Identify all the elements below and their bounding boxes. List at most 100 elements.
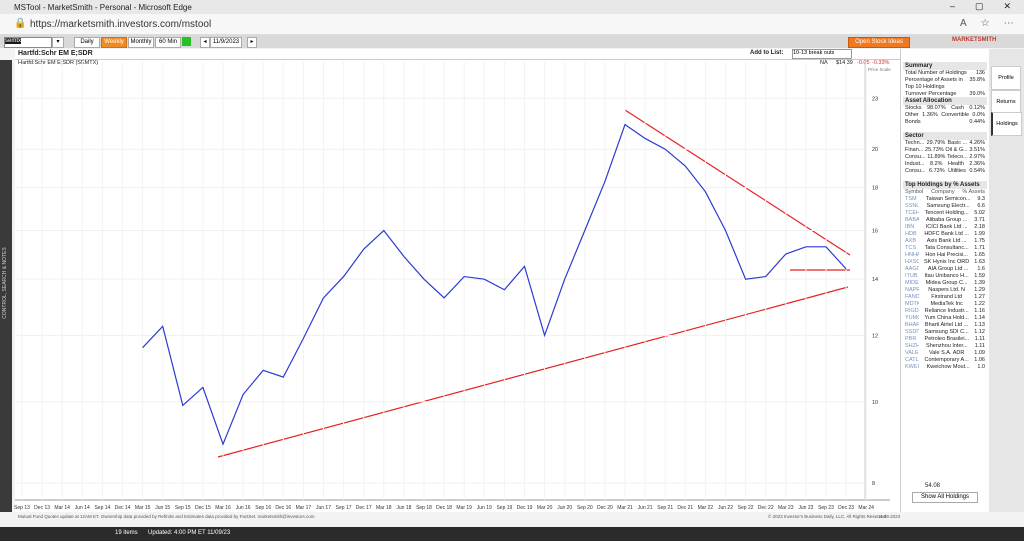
cell: 1.36% <box>922 112 938 118</box>
cell: 8.2% <box>930 161 943 167</box>
x-tick-label: Mar 18 <box>376 505 392 511</box>
title-bar: MSTool - MarketSmith - Personal - Micros… <box>0 0 1024 14</box>
window-title: MSTool - MarketSmith - Personal - Micros… <box>14 3 192 12</box>
cell: 5.02 <box>974 210 985 216</box>
cell: 4.26% <box>969 140 985 146</box>
period-button[interactable]: 60 Min <box>155 37 181 48</box>
cell: 25.73% <box>925 147 944 153</box>
cell: HDFC Bank Ltd ... <box>924 231 969 237</box>
dropdown[interactable]: ▾ <box>52 37 64 48</box>
scale-label: Price Scale <box>868 67 891 72</box>
x-tick-label: Mar 15 <box>135 505 151 511</box>
period-button[interactable]: Weekly <box>101 37 127 48</box>
section-title: Asset Allocation <box>903 97 987 105</box>
info-panel <box>900 49 989 512</box>
tab[interactable]: Profile <box>991 66 1021 90</box>
panel-row: Stocks 98.07% Cash 0.12% <box>903 105 987 112</box>
panel-row: HNHAY Hon Hai Precisi... 1.65 <box>903 252 987 259</box>
x-tick-label: Sep 15 <box>175 505 191 511</box>
url[interactable]: https://marketsmith.investors.com/mstool <box>30 19 212 30</box>
x-tick-label: Jun 16 <box>236 505 251 511</box>
cell: Health <box>948 161 964 167</box>
panel-row: MIDEA Midea Group C... 1.39 <box>903 280 987 287</box>
window-controls[interactable]: –▢✕ <box>950 1 1024 11</box>
x-tick-label: Mar 24 <box>858 505 874 511</box>
cell: NAPRF <box>905 287 919 293</box>
cell: 1.0 <box>977 364 985 370</box>
column-headers: Symbol Company % Assets <box>903 189 987 196</box>
price-line <box>142 123 847 446</box>
cell: 1.65 <box>974 252 985 258</box>
cell: Bharti Airtel Ltd ... <box>924 322 969 328</box>
date-input[interactable]: 11/9/2023 <box>210 37 242 48</box>
cell: 6.73% <box>929 168 945 174</box>
x-tick-label: Jun 20 <box>557 505 572 511</box>
column-header: % Assets <box>962 189 985 195</box>
list-select[interactable]: 10-13 break outs <box>792 49 852 59</box>
price: $14.39 <box>836 60 853 66</box>
prev-button[interactable]: ◂ <box>200 37 210 48</box>
cell: RIGD <box>905 308 919 314</box>
cell: MDTKF <box>905 301 919 307</box>
cell: Indust... <box>905 161 925 167</box>
ideas-button[interactable]: Open Stock Ideas <box>848 37 910 48</box>
x-tick-label: Sep 21 <box>657 505 673 511</box>
x-tick-label: Sep 22 <box>738 505 754 511</box>
cell: Other <box>905 112 919 118</box>
cell: AIA Group Ltd ... <box>927 266 969 272</box>
panel-row: BABA Alibaba Group ... 3.71 <box>903 217 987 224</box>
x-tick-label: Mar 22 <box>698 505 714 511</box>
change-pct: -0.33% <box>872 60 890 66</box>
side-panel[interactable]: CONTROL, SEARCH & NOTES <box>0 60 12 512</box>
chart-header: Hartfd:Schr EM E;SDR Add to List: 10-13 … <box>15 49 900 60</box>
cell: MediaTek Inc <box>930 301 963 307</box>
next-button[interactable]: ▸ <box>247 37 257 48</box>
panel-row: TSM Taiwan Semicon... 9.3 <box>903 196 987 203</box>
panel-row: Bonds 0.44% <box>903 119 987 126</box>
tab[interactable]: Holdings <box>991 112 1022 136</box>
panel-section: Sector Techn... 29.79% Basic ... 4.26% Finan.… <box>903 132 987 175</box>
side-label: CONTROL, SEARCH & NOTES <box>2 247 8 319</box>
period-button[interactable]: Monthly <box>128 37 154 48</box>
panel-row: BHARTI Bharti Airtel Ltd ... 1.13 <box>903 322 987 329</box>
cell: BHARTI <box>905 322 919 328</box>
taskbar: 19 items Updated: 4:00 PM ET 11/09/23 <box>0 527 1024 541</box>
x-tick-label: Sep 23 <box>818 505 834 511</box>
cell: 1.63 <box>974 259 985 265</box>
trend-line <box>624 109 851 256</box>
x-tick-label: Sep 17 <box>336 505 352 511</box>
show-all-button[interactable]: Show All Holdings <box>912 492 978 503</box>
cell: 1.14 <box>974 315 985 321</box>
panel-section: Summary Total Number of Holdings 136 Percen… <box>903 62 987 98</box>
cell: 1.06 <box>974 357 985 363</box>
section-title: Summary <box>903 62 987 70</box>
cell: Consu... <box>905 154 926 160</box>
panel-row: Turnover Percentage 39.0% <box>903 91 987 98</box>
cell: 1.75 <box>974 238 985 244</box>
x-tick-label: Dec 18 <box>436 505 452 511</box>
add-to-list-label: Add to List: <box>750 50 784 56</box>
cell: YUMC <box>905 315 919 321</box>
cell: 3.71 <box>974 217 985 223</box>
cell: Itau Unibanco H... <box>924 273 969 279</box>
x-tick-label: Dec 22 <box>758 505 774 511</box>
cell: Alibaba Group ... <box>926 217 968 223</box>
cell: ICICI Bank Ltd ... <box>925 224 968 230</box>
browser-buttons[interactable]: A☆⋯ <box>960 18 1024 29</box>
cell: 1.99 <box>974 231 985 237</box>
cell: Naspers Ltd. N <box>928 287 965 293</box>
period-button[interactable]: Daily <box>74 37 100 48</box>
cell: Shenzhou Inter... <box>926 343 968 349</box>
x-tick-label: Dec 16 <box>275 505 291 511</box>
tab[interactable]: Returns <box>991 90 1021 114</box>
cell: 3.51% <box>969 147 985 153</box>
cell: 1.12 <box>974 329 985 335</box>
cell: TCEHY <box>905 210 919 216</box>
symbol-input[interactable]: semtx <box>4 37 52 48</box>
cell: Bonds <box>905 119 921 125</box>
footer-date: 11.09.2023 <box>878 514 901 519</box>
cell: 1.16 <box>974 308 985 314</box>
cell: Taiwan Semicon... <box>925 196 971 202</box>
cell: HXSCL <box>905 259 919 265</box>
